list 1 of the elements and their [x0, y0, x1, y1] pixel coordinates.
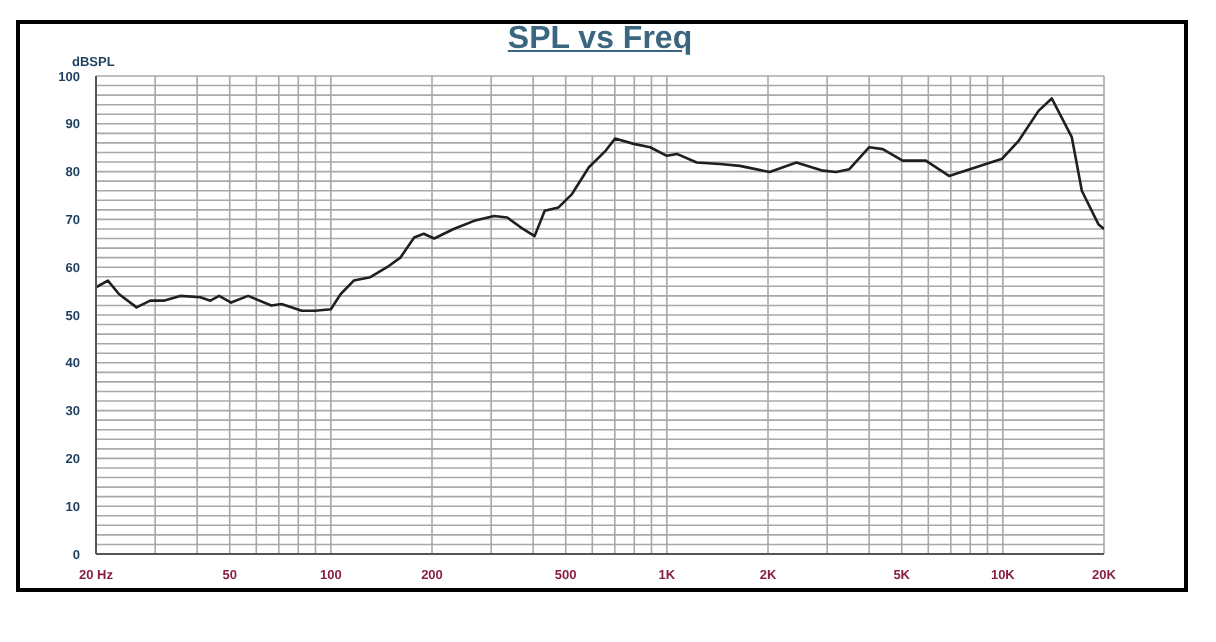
chart-title: SPL vs Freq: [505, 22, 695, 58]
